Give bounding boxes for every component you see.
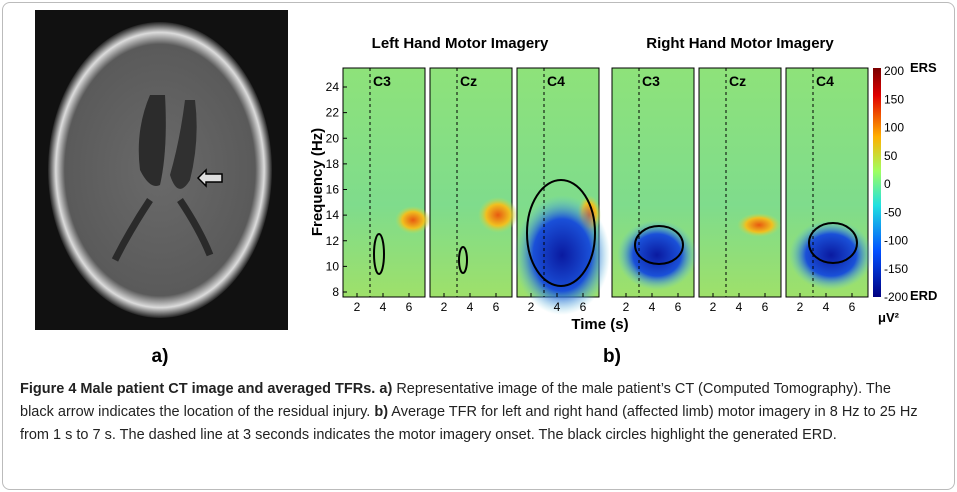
x-tick-label: 2 <box>354 300 361 314</box>
panel-label: a) <box>152 346 169 367</box>
y-tick-label: 14 <box>326 208 340 222</box>
colorbar-tick-label: 0 <box>884 177 891 191</box>
ct-image <box>35 10 288 330</box>
tfr-activity <box>514 195 610 315</box>
x-tick-label: 4 <box>736 300 743 314</box>
colorbar-tick-label: 100 <box>884 121 904 135</box>
x-tick-label: 4 <box>823 300 830 314</box>
x-tick-label: 4 <box>467 300 474 314</box>
erd-circle <box>808 222 858 264</box>
colorbar-tick-label: -100 <box>884 234 908 248</box>
y-tick-label: 12 <box>326 234 340 248</box>
channel-label: C3 <box>373 73 391 89</box>
colorbar <box>873 68 881 297</box>
colorbar-tick-label: -200 <box>884 290 908 304</box>
y-tick-label: 24 <box>326 80 340 94</box>
channel-label: Cz <box>460 73 477 89</box>
x-tick-label: 6 <box>762 300 769 314</box>
colorbar-tick-label: 150 <box>884 92 904 106</box>
x-tick-label: 6 <box>493 300 500 314</box>
colorbar-tick-label: 200 <box>884 64 904 78</box>
erd-circle <box>526 179 596 287</box>
erd-circle <box>458 246 468 274</box>
x-tick-label: 4 <box>649 300 656 314</box>
tfr-activity <box>737 213 781 237</box>
y-tick-label: 8 <box>332 285 339 299</box>
tfr-activity <box>789 220 873 290</box>
y-tick-label: 22 <box>326 106 340 120</box>
tfr-activity <box>617 220 697 290</box>
erd-circle <box>634 225 684 265</box>
colorbar-unit: μV² <box>878 310 900 325</box>
x-tick-label: 2 <box>797 300 804 314</box>
colorbar-label: ERD <box>910 288 937 303</box>
caption-text: Average TFR for left and right hand (aff… <box>20 404 918 443</box>
x-tick-label: 2 <box>441 300 448 314</box>
channel-label: Cz <box>729 73 746 89</box>
channel-label: C4 <box>816 73 834 89</box>
x-axis-label: Time (s) <box>571 316 628 333</box>
colorbar-label: ERS <box>910 60 937 75</box>
tfr-panel <box>698 67 782 298</box>
colorbar-tick-label: -150 <box>884 262 908 276</box>
x-tick-label: 6 <box>406 300 413 314</box>
colorbar-tick-label: -50 <box>884 205 902 219</box>
colorbar-tick-label: 50 <box>884 149 898 163</box>
group-title: Left Hand Motor Imagery <box>372 35 549 52</box>
caption-text: Representative image of the male patient… <box>20 381 891 420</box>
x-tick-label: 2 <box>623 300 630 314</box>
erd-circle <box>373 233 385 275</box>
x-tick-label: 6 <box>849 300 856 314</box>
caption-label: a) <box>379 381 393 397</box>
x-tick-label: 4 <box>554 300 561 314</box>
caption-title: Figure 4 Male patient CT image and avera… <box>20 381 376 397</box>
y-tick-label: 20 <box>326 131 340 145</box>
y-axis-label: Frequency (Hz) <box>309 128 326 236</box>
tfr-panel <box>429 67 513 298</box>
x-tick-label: 4 <box>380 300 387 314</box>
panel-label: b) <box>603 346 621 367</box>
y-tick-label: 16 <box>326 183 340 197</box>
channel-label: C3 <box>642 73 660 89</box>
x-tick-label: 2 <box>710 300 717 314</box>
caption-label: b) <box>374 404 389 420</box>
figure: a) b) Left Hand Motor Imagery Right Hand… <box>35 10 937 367</box>
tfr-activity <box>478 197 518 233</box>
y-tick-label: 18 <box>326 157 340 171</box>
x-tick-label: 2 <box>528 300 535 314</box>
x-tick-label: 6 <box>675 300 682 314</box>
x-tick-label: 6 <box>580 300 587 314</box>
channel-label: C4 <box>547 73 565 89</box>
y-tick-label: 10 <box>326 259 340 273</box>
tfr-activity <box>395 206 431 234</box>
caption: Figure 4 Male patient CT image and avera… <box>20 378 920 447</box>
group-title: Right Hand Motor Imagery <box>646 35 834 52</box>
